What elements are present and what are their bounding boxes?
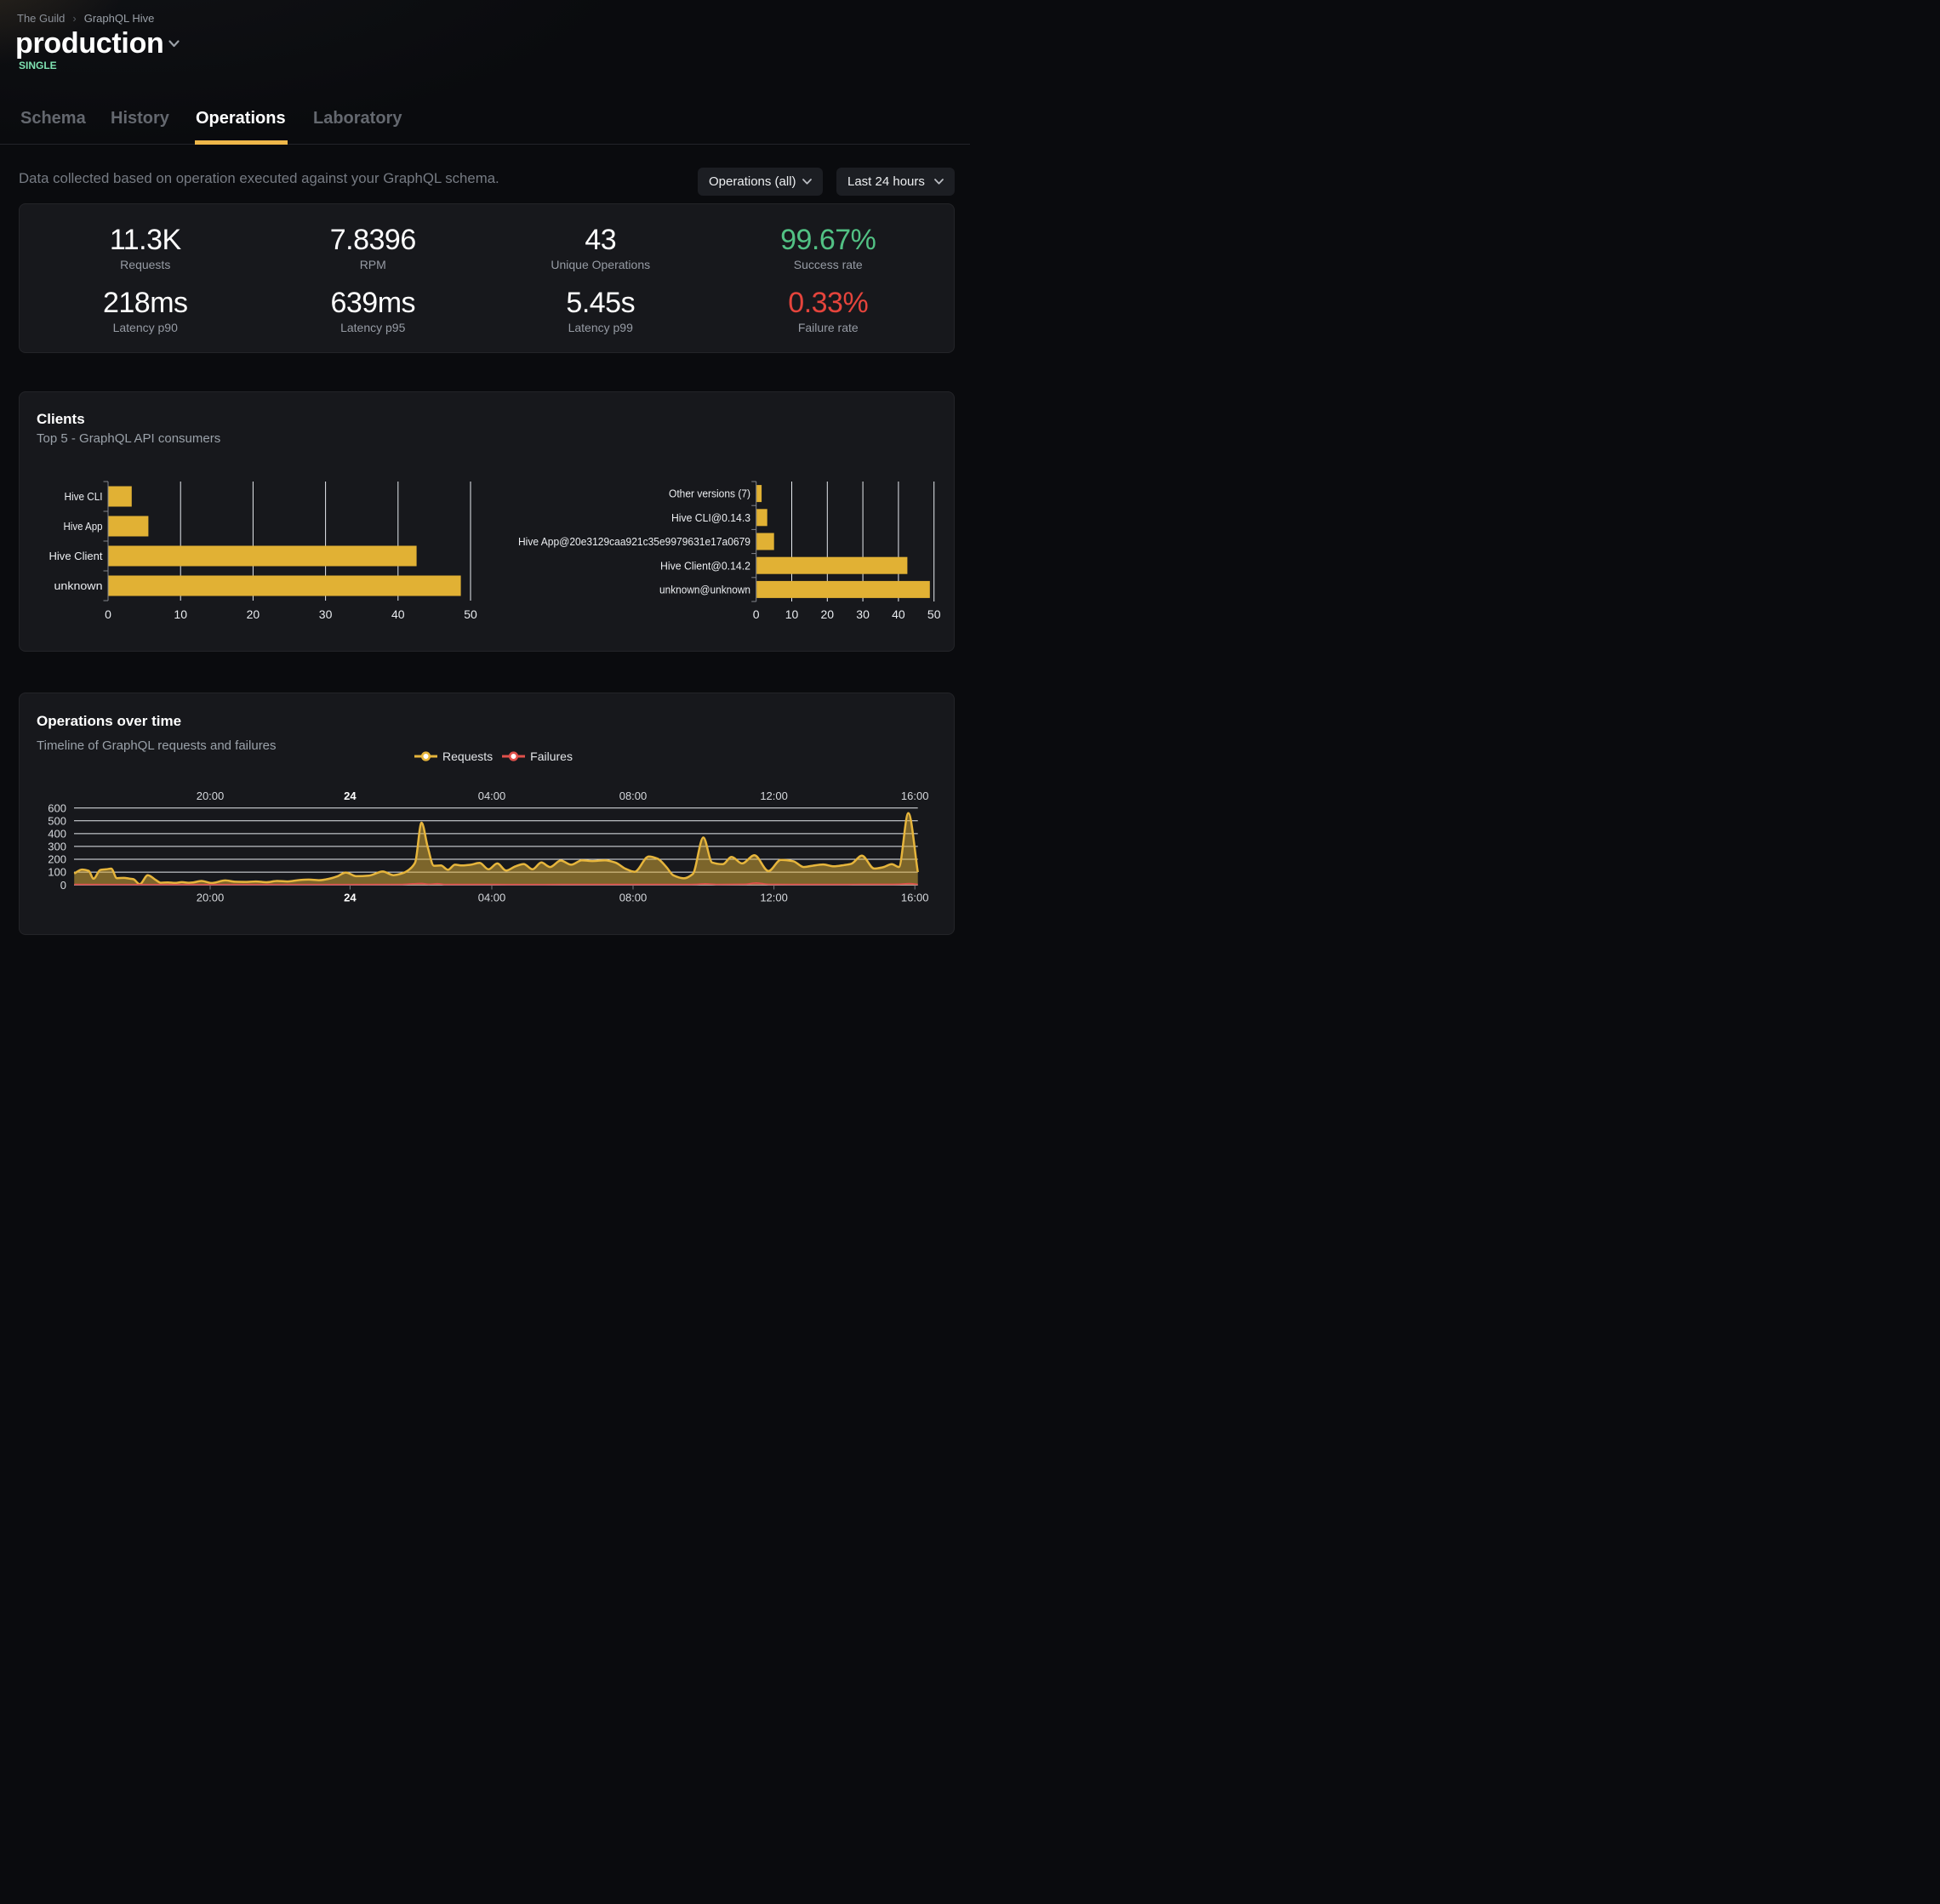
svg-text:Hive Client@0.14.2: Hive Client@0.14.2 [660, 559, 750, 572]
svg-text:40: 40 [391, 607, 405, 621]
svg-text:50: 50 [927, 607, 941, 621]
svg-text:20: 20 [247, 607, 260, 621]
svg-text:20:00: 20:00 [197, 790, 225, 802]
svg-text:Hive App@20e3129caa921c35e9979: Hive App@20e3129caa921c35e9979631e17a067… [518, 535, 750, 548]
svg-text:12:00: 12:00 [760, 892, 788, 904]
svg-text:08:00: 08:00 [619, 892, 648, 904]
svg-text:400: 400 [48, 828, 66, 841]
svg-text:50: 50 [464, 607, 477, 621]
svg-text:200: 200 [48, 853, 66, 866]
svg-text:Hive CLI: Hive CLI [65, 490, 103, 503]
svg-text:24: 24 [344, 892, 357, 904]
svg-text:0: 0 [60, 879, 66, 892]
svg-text:04:00: 04:00 [478, 790, 506, 802]
svg-text:20: 20 [821, 607, 835, 621]
svg-text:10: 10 [174, 607, 187, 621]
svg-text:Hive Client: Hive Client [49, 550, 103, 562]
svg-text:Hive App: Hive App [64, 520, 103, 533]
svg-text:20:00: 20:00 [197, 892, 225, 904]
svg-text:10: 10 [785, 607, 799, 621]
svg-text:40: 40 [892, 607, 905, 621]
svg-text:08:00: 08:00 [619, 790, 648, 802]
svg-text:0: 0 [105, 607, 111, 621]
svg-text:12:00: 12:00 [760, 790, 788, 802]
svg-text:16:00: 16:00 [901, 892, 929, 904]
svg-text:500: 500 [48, 814, 66, 827]
svg-text:30: 30 [856, 607, 870, 621]
svg-text:24: 24 [344, 790, 357, 802]
svg-text:16:00: 16:00 [901, 790, 929, 802]
svg-text:unknown@unknown: unknown@unknown [659, 584, 750, 596]
svg-text:Other versions (7): Other versions (7) [669, 487, 750, 500]
svg-text:100: 100 [48, 866, 66, 879]
svg-text:600: 600 [48, 801, 66, 814]
svg-text:300: 300 [48, 841, 66, 853]
svg-text:Hive CLI@0.14.3: Hive CLI@0.14.3 [671, 511, 750, 524]
svg-text:30: 30 [319, 607, 333, 621]
svg-text:04:00: 04:00 [478, 892, 506, 904]
svg-text:unknown: unknown [54, 579, 103, 592]
svg-text:0: 0 [753, 607, 760, 621]
